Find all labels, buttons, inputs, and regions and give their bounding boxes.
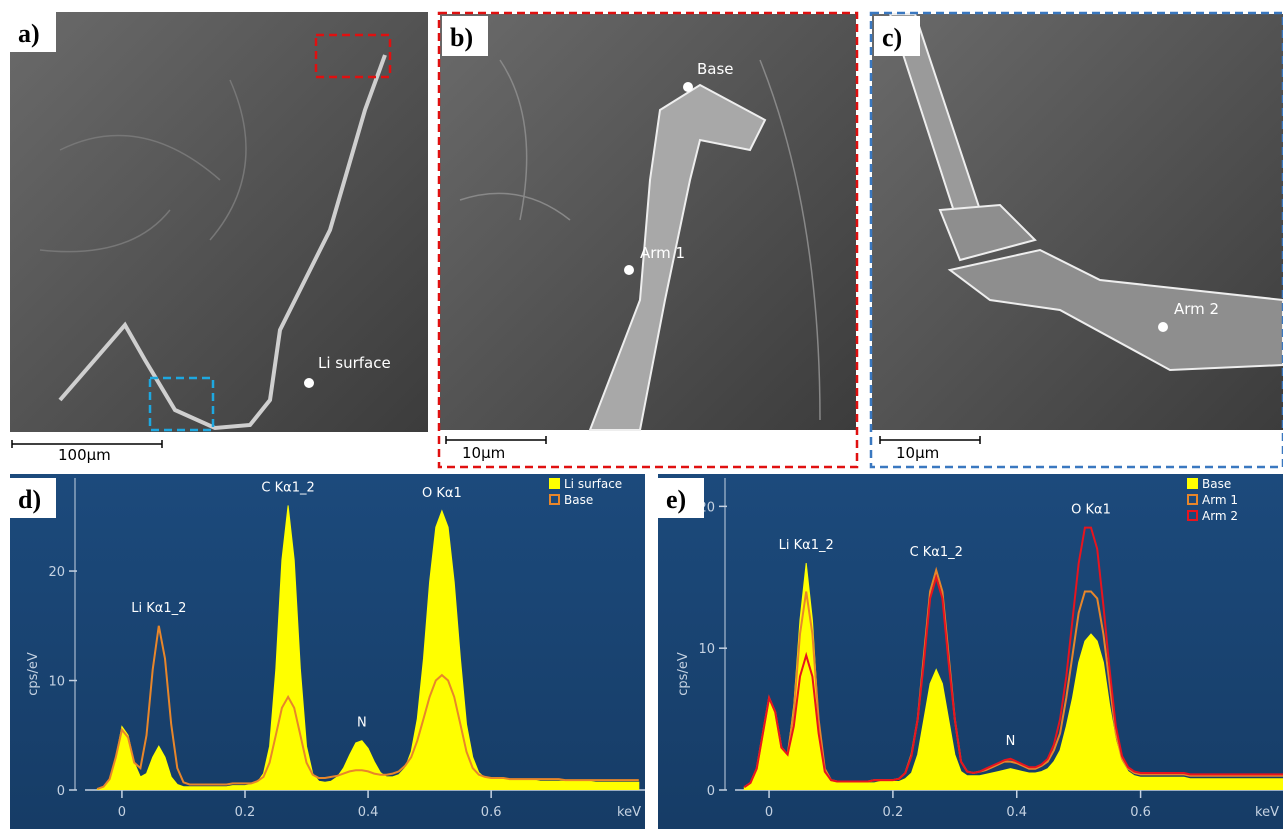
- point-label: Li surface: [318, 354, 391, 372]
- x-tick-label: 0.2: [883, 805, 904, 820]
- point: [624, 265, 634, 275]
- y-tick-label: 20: [48, 565, 65, 580]
- panel-label: a): [18, 19, 40, 48]
- scale-bar: [446, 436, 546, 444]
- legend-label: Arm 1: [1202, 493, 1238, 507]
- peak-label: N: [1006, 734, 1016, 749]
- x-tick-label: 0.6: [1130, 805, 1151, 820]
- x-axis-label: keV: [1255, 805, 1279, 820]
- eds-chart: 0 10 20 0 0.2 0.4 0.6 keV cps/eV Li surface Base Li…: [10, 474, 645, 829]
- legend-label: Li surface: [564, 477, 622, 491]
- y-tick-label: 0: [57, 784, 65, 799]
- x-tick-label: 0: [118, 805, 126, 820]
- x-tick-label: 0.6: [481, 805, 502, 820]
- point-label: Arm 1: [640, 244, 685, 262]
- plot-background: [10, 474, 645, 829]
- panel-a: a) Li surface 100µm: [10, 12, 428, 464]
- peak-label: Li Kα1_2: [131, 601, 186, 616]
- point-label: Arm 2: [1174, 300, 1219, 318]
- scale-label: 10µm: [896, 444, 939, 462]
- y-axis-label: cps/eV: [26, 652, 41, 696]
- point: [304, 378, 314, 388]
- panel-label: d): [18, 485, 41, 514]
- peak-label: C Kα1_2: [910, 545, 963, 560]
- figure: a) Li surface 100µm b) Base Arm 1 10µm c…: [0, 0, 1283, 829]
- peak-label: Li Kα1_2: [779, 538, 834, 553]
- legend-swatch: [550, 479, 559, 488]
- panel-label: e): [666, 485, 686, 514]
- point: [683, 82, 693, 92]
- x-tick-label: 0.4: [358, 805, 379, 820]
- x-tick-label: 0.4: [1006, 805, 1027, 820]
- panel-b: b) Base Arm 1 10µm: [439, 13, 857, 467]
- x-axis-label: keV: [617, 805, 641, 820]
- panel-label: c): [882, 23, 902, 52]
- panel-c: c) Arm 2 10µm: [871, 13, 1283, 467]
- peak-label: O Kα1: [1071, 503, 1111, 518]
- scale-label: 100µm: [58, 446, 111, 464]
- legend-label: Base: [1202, 477, 1231, 491]
- legend-label: Arm 2: [1202, 509, 1238, 523]
- peak-label: N: [357, 716, 367, 731]
- y-axis-label: cps/eV: [676, 652, 691, 696]
- x-tick-label: 0: [765, 805, 773, 820]
- legend-swatch: [1188, 479, 1197, 488]
- y-tick-label: 10: [698, 642, 715, 657]
- scale-label: 10µm: [462, 444, 505, 462]
- point-label: Base: [697, 60, 734, 78]
- point: [1158, 322, 1168, 332]
- scale-bar: [880, 436, 980, 444]
- x-tick-label: 0.2: [235, 805, 256, 820]
- panel-label: b): [450, 23, 473, 52]
- peak-label: O Kα1: [422, 486, 462, 501]
- y-tick-label: 10: [48, 675, 65, 690]
- y-tick-label: 0: [707, 784, 715, 799]
- legend-label: Base: [564, 493, 593, 507]
- peak-label: C Kα1_2: [261, 480, 314, 495]
